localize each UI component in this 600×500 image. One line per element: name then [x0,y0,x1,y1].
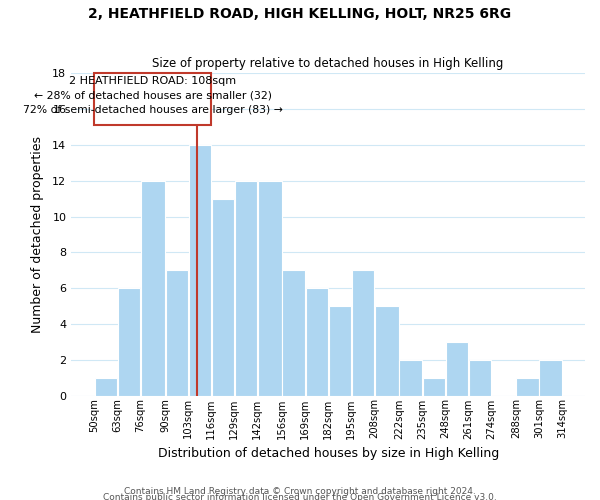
Bar [446,342,468,396]
Bar [352,270,374,396]
Bar [305,288,328,396]
Bar [374,306,398,396]
Bar [235,181,257,396]
Text: ← 28% of detached houses are smaller (32): ← 28% of detached houses are smaller (32… [34,90,272,101]
Bar [400,360,422,396]
Bar [257,181,281,396]
Bar [118,288,140,396]
Text: 2, HEATHFIELD ROAD, HIGH KELLING, HOLT, NR25 6RG: 2, HEATHFIELD ROAD, HIGH KELLING, HOLT, … [88,8,512,22]
Title: Size of property relative to detached houses in High Kelling: Size of property relative to detached ho… [152,56,504,70]
Bar [422,378,445,396]
Text: 72% of semi-detached houses are larger (83) →: 72% of semi-detached houses are larger (… [23,105,283,115]
Bar [212,198,234,396]
Y-axis label: Number of detached properties: Number of detached properties [31,136,44,333]
Text: Contains public sector information licensed under the Open Government Licence v3: Contains public sector information licen… [103,492,497,500]
Bar [283,270,305,396]
Bar [517,378,539,396]
Bar [469,360,491,396]
Bar [95,378,117,396]
Bar [166,270,188,396]
Bar [329,306,351,396]
FancyBboxPatch shape [94,74,211,126]
Bar [140,181,164,396]
Bar [539,360,562,396]
X-axis label: Distribution of detached houses by size in High Kelling: Distribution of detached houses by size … [158,447,499,460]
Bar [188,145,211,396]
Text: 2 HEATHFIELD ROAD: 108sqm: 2 HEATHFIELD ROAD: 108sqm [69,76,236,86]
Text: Contains HM Land Registry data © Crown copyright and database right 2024.: Contains HM Land Registry data © Crown c… [124,486,476,496]
